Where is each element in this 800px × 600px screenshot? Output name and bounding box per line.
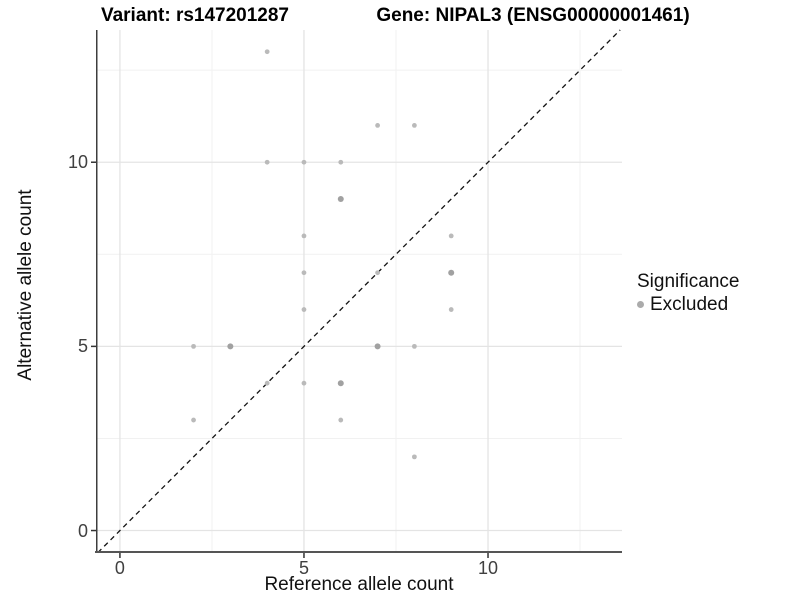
data-point (301, 159, 307, 165)
legend-item-excluded: Excluded (637, 293, 739, 316)
data-point (264, 49, 270, 55)
data-point (411, 122, 417, 128)
x-tick-label: 5 (298, 558, 309, 578)
data-point (264, 380, 270, 386)
data-point (227, 343, 234, 350)
data-point (301, 233, 307, 239)
legend-key-dot (637, 301, 644, 308)
legend-item-label: Excluded (650, 294, 729, 315)
plot-title-gene: Gene: NIPAL3 (ENSG00000001461) (376, 5, 690, 26)
data-point (338, 417, 344, 423)
data-point (375, 270, 380, 276)
data-point (374, 343, 381, 350)
x-tick-label: 0 (114, 558, 125, 578)
data-point (375, 122, 380, 128)
legend: Significance Excluded (637, 270, 739, 316)
y-tick-label: 0 (77, 520, 88, 541)
data-point (264, 159, 270, 165)
data-point (301, 380, 307, 386)
data-point (411, 343, 417, 349)
data-point (338, 159, 344, 165)
data-point (337, 380, 344, 387)
plot-panel (91, 29, 622, 558)
legend-title: Significance (637, 271, 740, 292)
y-tick-label: 10 (67, 152, 88, 173)
chart-canvas (91, 29, 622, 558)
data-point (448, 307, 454, 312)
data-point (448, 269, 455, 276)
y-tick-label: 5 (77, 336, 88, 357)
y-axis-title: Alternative allele count (15, 189, 36, 381)
plot-title-variant: Variant: rs147201287 (100, 5, 290, 26)
x-tick-label: 10 (477, 558, 499, 578)
data-point (191, 343, 196, 349)
identity-dashed-line (97, 29, 621, 554)
data-point (337, 196, 344, 203)
data-point (411, 454, 417, 460)
x-axis-title: Reference allele count (264, 574, 454, 595)
data-point (448, 233, 454, 239)
data-point (191, 417, 196, 423)
data-point (301, 307, 307, 312)
data-point (301, 270, 307, 276)
